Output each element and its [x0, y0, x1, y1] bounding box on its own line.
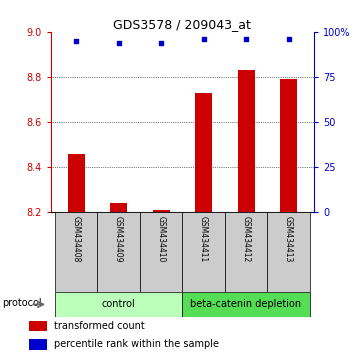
Bar [29, 339, 47, 349]
Bar [225, 212, 267, 292]
Text: beta-catenin depletion: beta-catenin depletion [191, 299, 302, 309]
Text: protocol: protocol [3, 298, 42, 308]
Text: GSM434409: GSM434409 [114, 216, 123, 263]
Point [286, 36, 291, 42]
Bar [280, 79, 297, 212]
Text: GSM434408: GSM434408 [71, 216, 81, 263]
Title: GDS3578 / 209043_at: GDS3578 / 209043_at [113, 18, 251, 31]
Bar [238, 70, 255, 212]
Point [73, 38, 79, 44]
Bar [55, 212, 97, 292]
Bar [29, 321, 47, 331]
Bar [195, 93, 212, 212]
Bar [68, 154, 84, 212]
Text: transformed count: transformed count [54, 321, 145, 331]
Bar [182, 292, 310, 317]
Bar [153, 210, 170, 212]
Point [201, 36, 206, 42]
Bar [182, 212, 225, 292]
Text: GSM434411: GSM434411 [199, 216, 208, 263]
Point [158, 40, 164, 46]
Bar [140, 212, 182, 292]
Text: percentile rank within the sample: percentile rank within the sample [54, 339, 219, 349]
Text: GSM434413: GSM434413 [284, 216, 293, 263]
Bar [110, 203, 127, 212]
Text: GSM434412: GSM434412 [242, 216, 251, 263]
Point [243, 36, 249, 42]
Text: GSM434410: GSM434410 [157, 216, 166, 263]
Bar [55, 292, 182, 317]
Bar [267, 212, 310, 292]
Bar [97, 212, 140, 292]
Text: control: control [102, 299, 135, 309]
Point [116, 40, 121, 46]
